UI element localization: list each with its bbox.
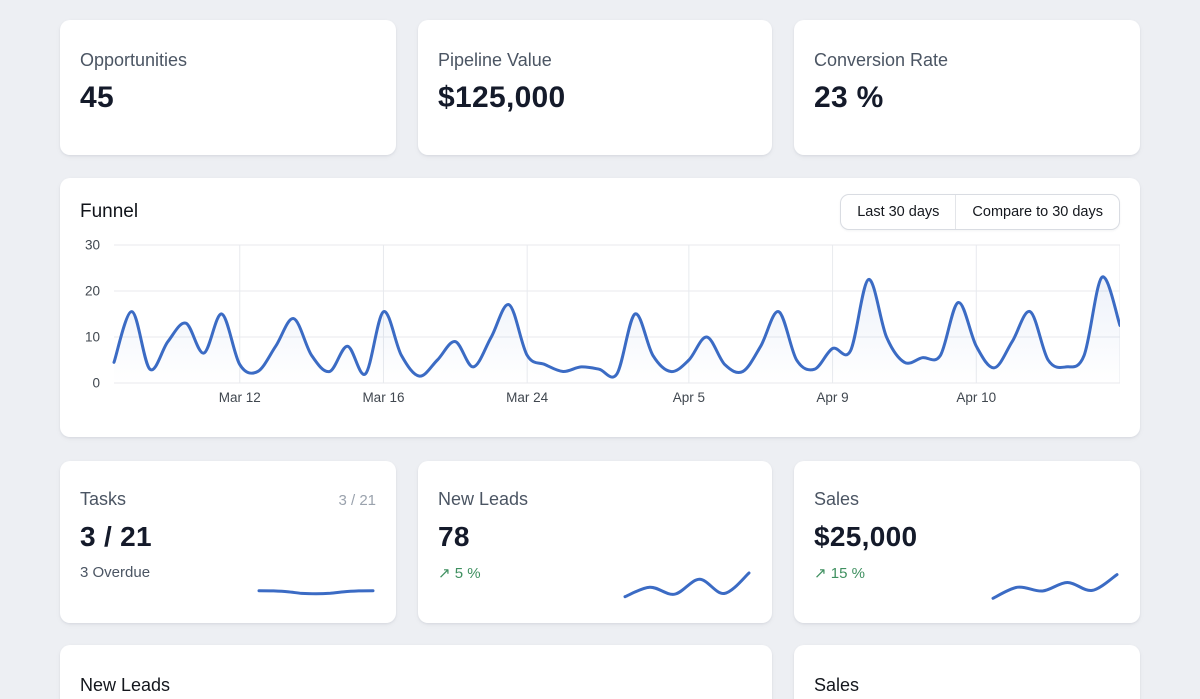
metric-label-row: New Leads: [438, 489, 752, 510]
metric-value: $25,000: [814, 521, 918, 552]
svg-text:10: 10: [85, 330, 100, 345]
metric-card-new-leads: New Leads 78 ↗ 5 %: [418, 461, 772, 623]
metric-label: Sales: [814, 489, 860, 509]
metric-label: New Leads: [438, 489, 529, 509]
svg-text:20: 20: [85, 284, 100, 299]
kpi-value: 23 %: [814, 81, 884, 114]
metric-label-row: Sales: [814, 489, 1120, 510]
last-30-days-button[interactable]: Last 30 days: [841, 195, 955, 229]
svg-text:Apr 5: Apr 5: [673, 390, 705, 405]
svg-text:Mar 12: Mar 12: [219, 390, 261, 405]
section-title: Sales: [814, 675, 860, 695]
kpi-label: Opportunities: [80, 50, 188, 70]
kpi-card-conversion-rate: Conversion Rate 23 %: [794, 20, 1140, 155]
funnel-title: Funnel: [80, 201, 139, 222]
new-leads-sparkline: [623, 571, 751, 599]
tasks-progress-badge: 3 / 21: [338, 492, 376, 509]
metric-value: 78: [438, 521, 470, 552]
new-leads-section-card: New Leads: [60, 645, 772, 699]
metric-card-sales: Sales $25,000 ↗ 15 %: [794, 461, 1140, 623]
kpi-value: 45: [80, 81, 114, 114]
trend-up-icon: ↗: [814, 565, 827, 582]
metric-label: Tasks: [80, 489, 127, 509]
section-title: New Leads: [80, 675, 171, 695]
trend-delta-text: 15 %: [830, 565, 865, 582]
svg-text:Mar 16: Mar 16: [362, 390, 404, 405]
funnel-header: Funnel Last 30 days Compare to 30 days: [80, 194, 1120, 230]
kpi-card-opportunities: Opportunities 45: [60, 20, 396, 155]
metric-label-row: Tasks 3 / 21: [80, 489, 376, 510]
trend-delta-text: 5 %: [454, 565, 481, 582]
funnel-card: Funnel Last 30 days Compare to 30 days 0…: [60, 178, 1140, 437]
sales-trend: ↗ 15 %: [814, 564, 1120, 582]
sales-sparkline: [991, 573, 1119, 600]
trend-up-icon: ↗: [438, 565, 451, 582]
bottom-row: New Leads Sales: [60, 645, 1140, 699]
svg-text:Mar 24: Mar 24: [506, 390, 549, 405]
svg-text:Apr 10: Apr 10: [956, 390, 996, 405]
kpi-value: $125,000: [438, 81, 566, 114]
sales-section-card: Sales: [794, 645, 1140, 699]
kpi-card-pipeline-value: Pipeline Value $125,000: [418, 20, 772, 155]
funnel-line-chart: 0 10 20 30 Mar 12 Mar 16 Mar 24 Apr 5 Apr 9 Apr 1…: [85, 238, 1120, 405]
kpi-row: Opportunities 45 Pipeline Value $125,000…: [60, 20, 1140, 155]
svg-text:30: 30: [85, 238, 100, 253]
metric-card-tasks: Tasks 3 / 21 3 / 21 3 Overdue: [60, 461, 396, 623]
kpi-label: Pipeline Value: [438, 50, 552, 70]
svg-text:0: 0: [92, 376, 100, 391]
tasks-overdue-text: 3 Overdue: [80, 564, 151, 581]
metric-value: 3 / 21: [80, 521, 152, 552]
metric-row: Tasks 3 / 21 3 / 21 3 Overdue New Leads …: [60, 461, 1140, 623]
compare-to-30-days-button[interactable]: Compare to 30 days: [955, 195, 1119, 229]
date-range-segmented-control: Last 30 days Compare to 30 days: [840, 194, 1120, 230]
tasks-sparkline: [257, 589, 375, 596]
svg-text:Apr 9: Apr 9: [816, 390, 848, 405]
kpi-label: Conversion Rate: [814, 50, 949, 70]
new-leads-trend: ↗ 5 %: [438, 564, 752, 582]
